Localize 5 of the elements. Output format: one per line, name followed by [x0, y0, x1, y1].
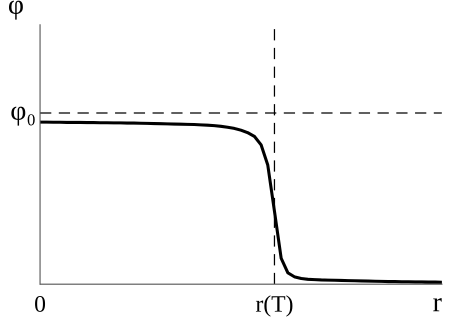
y-axis-title: φ	[8, 0, 23, 20]
ref-line-label: φ₀	[11, 106, 35, 126]
x-tick-label: 0	[35, 296, 46, 312]
x-axis-title: r	[433, 298, 442, 312]
x-tick-label: r(T)	[256, 295, 292, 317]
